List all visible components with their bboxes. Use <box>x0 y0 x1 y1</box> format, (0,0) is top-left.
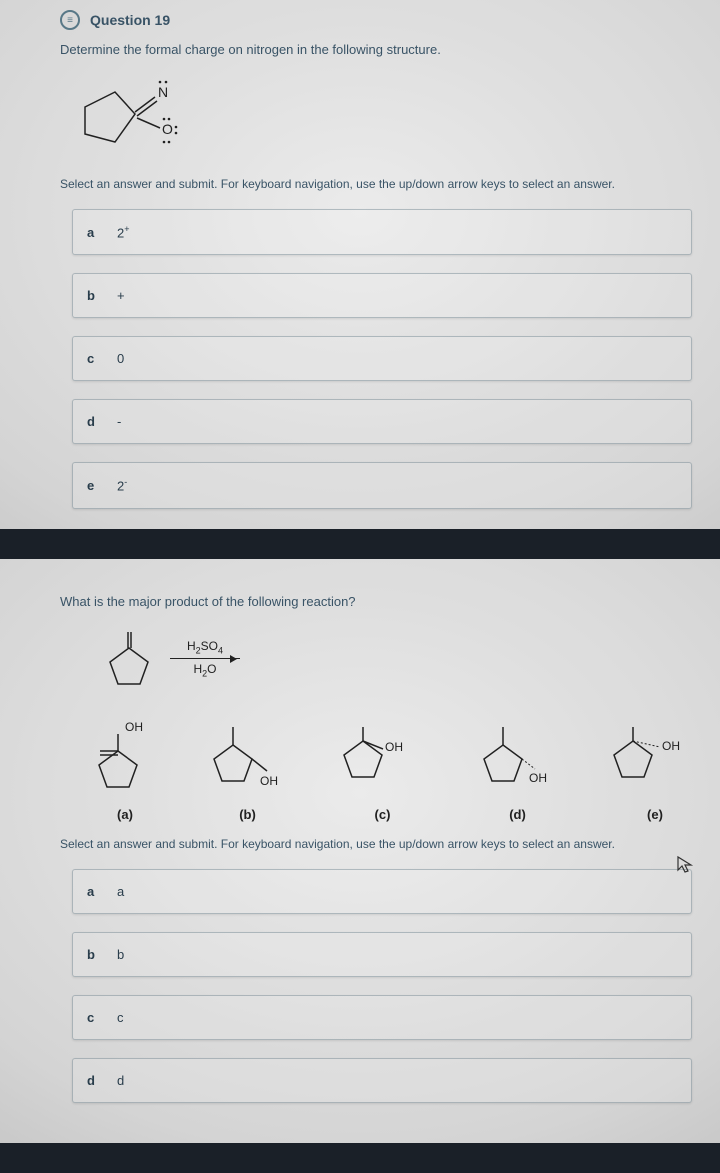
product-c: OH (c) <box>335 719 430 822</box>
option-letter: a <box>87 225 99 240</box>
product-label: (b) <box>239 807 256 822</box>
question-prompt: Determine the formal charge on nitrogen … <box>60 42 690 57</box>
list-icon[interactable]: ≡ <box>60 10 80 30</box>
product-e: OH (e) <box>605 719 705 822</box>
product-a: OH (a) <box>90 719 160 822</box>
option-d[interactable]: d - <box>72 399 692 444</box>
structure-figure: N O <box>60 72 690 162</box>
reagent-bottom: H2O <box>193 662 216 678</box>
question-number: Question 19 <box>90 12 170 28</box>
option-letter: c <box>87 1010 99 1025</box>
option-value: a <box>117 884 124 899</box>
cursor-icon <box>675 854 695 874</box>
product-choices: OH (a) OH (b) OH <box>90 719 690 822</box>
answer-options: a 2+ b + c 0 d - e 2- <box>60 209 690 509</box>
svg-text:OH: OH <box>385 740 403 754</box>
option-value: - <box>117 414 121 429</box>
question-panel-reaction: What is the major product of the followi… <box>0 559 720 1143</box>
product-label: (a) <box>117 807 133 822</box>
product-label: (e) <box>647 807 663 822</box>
svg-text:OH: OH <box>260 774 278 788</box>
answer-options-2: a a b b c c d d <box>60 869 690 1103</box>
option-value: 0 <box>117 351 124 366</box>
option-a[interactable]: a 2+ <box>72 209 692 255</box>
reaction-scheme: H2SO4 H2O <box>100 624 690 694</box>
option-letter: e <box>87 478 99 493</box>
option-value: 2- <box>117 477 127 493</box>
option-letter: a <box>87 884 99 899</box>
option-c[interactable]: c c <box>72 995 692 1040</box>
reagent-top: H2SO4 <box>187 639 223 655</box>
option-value: + <box>117 288 125 303</box>
reactant-structure <box>100 624 155 694</box>
option-b[interactable]: b + <box>72 273 692 318</box>
reaction-arrow: H2SO4 H2O <box>170 639 240 679</box>
option-e[interactable]: e 2- <box>72 462 692 508</box>
svg-text:N: N <box>158 84 168 100</box>
option-value: 2+ <box>117 224 130 240</box>
option-c[interactable]: c 0 <box>72 336 692 381</box>
keyboard-instruction: Select an answer and submit. For keyboar… <box>60 837 690 851</box>
option-letter: b <box>87 288 99 303</box>
svg-text:OH: OH <box>662 739 680 753</box>
svg-text:OH: OH <box>529 771 547 785</box>
option-letter: d <box>87 1073 99 1088</box>
option-a[interactable]: a a <box>72 869 692 914</box>
option-letter: b <box>87 947 99 962</box>
option-value: c <box>117 1010 124 1025</box>
svg-text:O: O <box>162 121 173 137</box>
keyboard-instruction: Select an answer and submit. For keyboar… <box>60 177 690 191</box>
product-label: (c) <box>375 807 391 822</box>
option-letter: d <box>87 414 99 429</box>
product-d: OH (d) <box>475 719 560 822</box>
option-value: d <box>117 1073 124 1088</box>
question-prompt: What is the major product of the followi… <box>60 594 690 609</box>
product-label: (d) <box>509 807 526 822</box>
question-panel-19: ≡ Question 19 Determine the formal charg… <box>0 0 720 529</box>
svg-text:OH: OH <box>125 720 143 734</box>
product-b: OH (b) <box>205 719 290 822</box>
option-d[interactable]: d d <box>72 1058 692 1103</box>
option-b[interactable]: b b <box>72 932 692 977</box>
question-header: ≡ Question 19 <box>60 10 690 30</box>
option-letter: c <box>87 351 99 366</box>
option-value: b <box>117 947 124 962</box>
